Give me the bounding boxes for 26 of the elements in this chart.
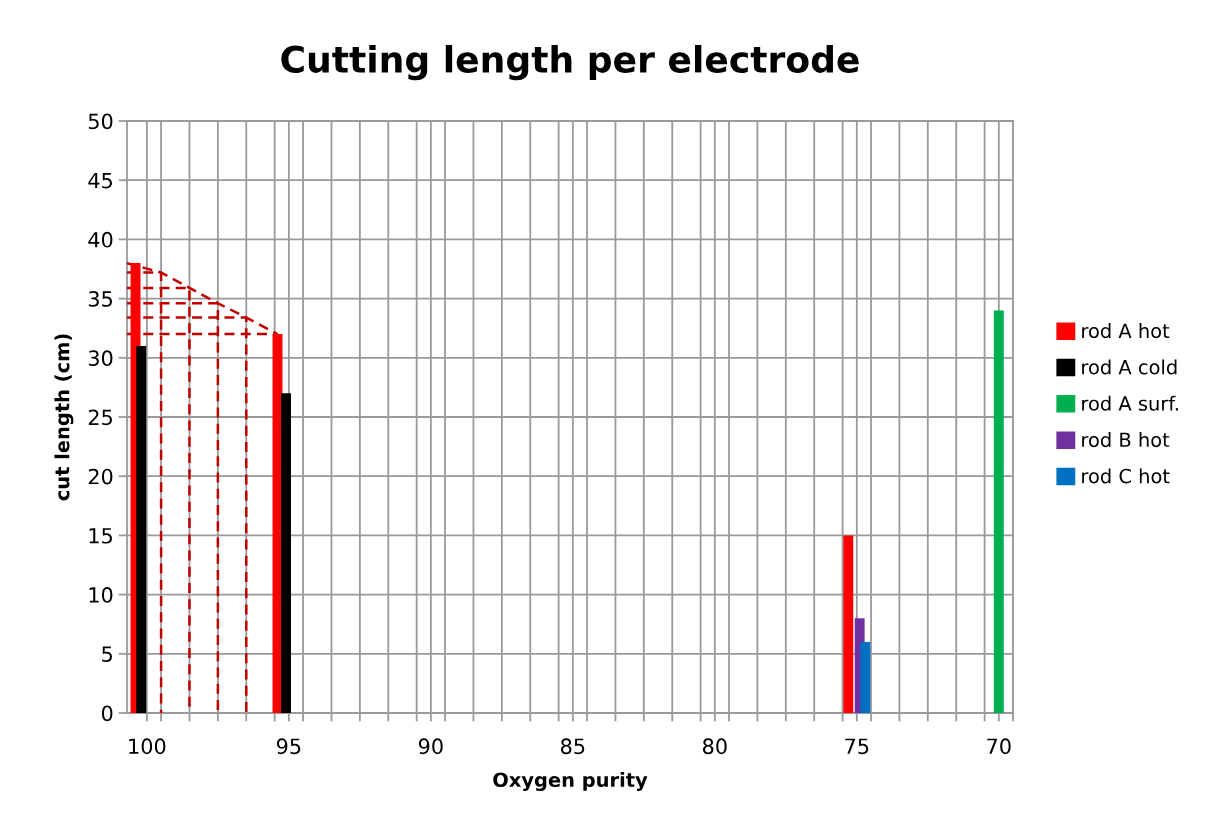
chart-title: Cutting length per electrode bbox=[281, 44, 859, 81]
y-tick-label: 40 bbox=[88, 231, 113, 248]
x-tick-label: 75 bbox=[845, 738, 869, 755]
y-tick-label: 45 bbox=[88, 172, 112, 189]
x-tick-label: 70 bbox=[987, 738, 1011, 755]
y-tick-label: 5 bbox=[102, 646, 112, 663]
x-tick-label: 90 bbox=[418, 738, 443, 755]
legend-label: rod A cold bbox=[1082, 359, 1177, 375]
legend-label: rod A hot bbox=[1082, 323, 1170, 339]
legend-label: rod A surf. bbox=[1082, 395, 1178, 411]
y-tick-label: 50 bbox=[88, 113, 113, 130]
legend-label: rod C hot bbox=[1082, 468, 1170, 484]
x-tick-label: 100 bbox=[129, 738, 166, 755]
y-tick-label: 15 bbox=[89, 528, 112, 544]
x-tick-label: 95 bbox=[276, 738, 301, 755]
y-tick-label: 35 bbox=[88, 291, 112, 307]
y-tick-label: 30 bbox=[88, 350, 113, 367]
y-axis-title: cut length (cm) bbox=[54, 334, 74, 501]
y-tick-label: 25 bbox=[88, 409, 112, 426]
x-axis-title: Oxygen purity bbox=[493, 772, 648, 792]
x-tick-label: 80 bbox=[702, 738, 727, 755]
y-tick-label: 10 bbox=[89, 587, 113, 603]
legend-label: rod B hot bbox=[1082, 432, 1170, 448]
y-tick-label: 0 bbox=[101, 705, 113, 722]
x-tick-label: 85 bbox=[561, 738, 585, 755]
y-tick-label: 20 bbox=[88, 468, 113, 485]
